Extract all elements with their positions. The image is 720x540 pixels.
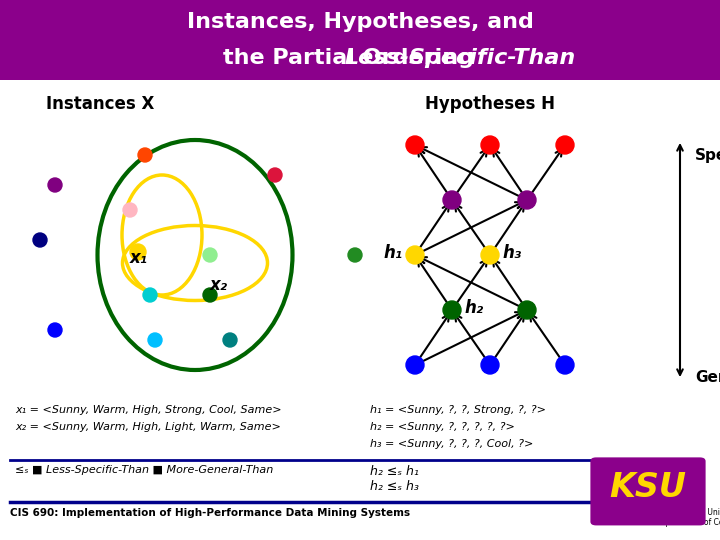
Circle shape <box>443 191 461 209</box>
Text: the Partial Ordering: the Partial Ordering <box>223 48 482 68</box>
Text: h₂ = <Sunny, ?, ?, ?, ?, ?>: h₂ = <Sunny, ?, ?, ?, ?, ?> <box>370 422 515 432</box>
Circle shape <box>481 246 499 264</box>
Circle shape <box>48 178 62 192</box>
Bar <box>0 0 720 80</box>
Text: h₁ = <Sunny, ?, ?, Strong, ?, ?>: h₁ = <Sunny, ?, ?, Strong, ?, ?> <box>370 405 546 415</box>
Text: h₂: h₂ <box>464 299 483 317</box>
Circle shape <box>138 148 152 162</box>
Circle shape <box>406 136 424 154</box>
Circle shape <box>203 248 217 262</box>
Circle shape <box>348 248 362 262</box>
Text: Kansas State University
Department of Computing and Information Sciences: Kansas State University Department of Co… <box>655 508 720 528</box>
Circle shape <box>481 356 499 374</box>
Circle shape <box>48 323 62 337</box>
Text: Instances, Hypotheses, and: Instances, Hypotheses, and <box>186 12 534 32</box>
Circle shape <box>481 136 499 154</box>
Circle shape <box>33 233 47 247</box>
Circle shape <box>556 136 574 154</box>
Text: CIS 690: Implementation of High-Performance Data Mining Systems: CIS 690: Implementation of High-Performa… <box>10 508 410 518</box>
Text: ≤ₛ ■ Less-Specific-Than ■ More-General-Than: ≤ₛ ■ Less-Specific-Than ■ More-General-T… <box>15 465 274 475</box>
Circle shape <box>130 244 146 260</box>
Circle shape <box>406 246 424 264</box>
Text: General: General <box>695 370 720 385</box>
Text: Hypotheses H: Hypotheses H <box>425 95 555 113</box>
Text: x₂: x₂ <box>210 276 228 294</box>
Circle shape <box>443 301 461 319</box>
Circle shape <box>268 168 282 182</box>
Circle shape <box>223 333 237 347</box>
Circle shape <box>203 288 217 302</box>
Text: h₃ = <Sunny, ?, ?, ?, Cool, ?>: h₃ = <Sunny, ?, ?, ?, Cool, ?> <box>370 439 534 449</box>
FancyBboxPatch shape <box>590 457 706 525</box>
Circle shape <box>556 356 574 374</box>
Circle shape <box>406 356 424 374</box>
Circle shape <box>148 333 162 347</box>
Text: x₁: x₁ <box>130 249 148 267</box>
Text: h₂ ≤ₛ h₃: h₂ ≤ₛ h₃ <box>370 480 419 493</box>
Circle shape <box>123 203 137 217</box>
Text: x₁ = <Sunny, Warm, High, Strong, Cool, Same>: x₁ = <Sunny, Warm, High, Strong, Cool, S… <box>15 405 282 415</box>
Text: h₃: h₃ <box>502 244 521 262</box>
Text: x₂ = <Sunny, Warm, High, Light, Warm, Same>: x₂ = <Sunny, Warm, High, Light, Warm, Sa… <box>15 422 281 432</box>
Text: Less-Specific-Than: Less-Specific-Than <box>345 48 576 68</box>
Text: h₂ ≤ₛ h₁: h₂ ≤ₛ h₁ <box>370 465 419 478</box>
Text: KSU: KSU <box>610 471 686 504</box>
Text: h₁: h₁ <box>384 244 403 262</box>
Circle shape <box>518 301 536 319</box>
Text: Specific: Specific <box>695 148 720 163</box>
Circle shape <box>518 191 536 209</box>
Text: Instances X: Instances X <box>46 95 154 113</box>
Circle shape <box>143 288 157 302</box>
